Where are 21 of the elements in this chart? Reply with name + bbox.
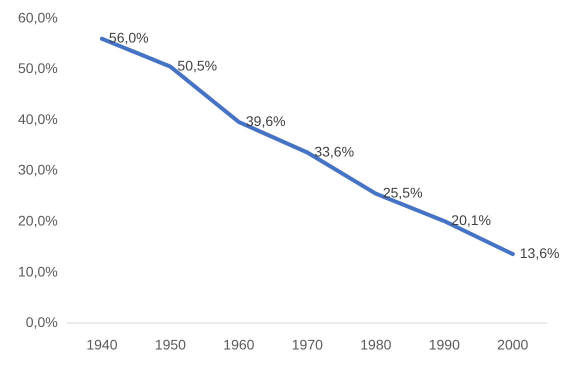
x-tick-label: 1940 xyxy=(86,336,118,352)
x-tick-label: 2000 xyxy=(497,336,529,352)
y-tick-label: 0,0% xyxy=(26,314,58,330)
y-tick-label: 20,0% xyxy=(18,212,58,228)
data-label: 50,5% xyxy=(177,58,218,74)
data-label: 25,5% xyxy=(382,184,423,201)
y-tick-label: 60,0% xyxy=(18,9,58,26)
x-tick-label: 1960 xyxy=(223,336,255,352)
y-tick-label: 40,0% xyxy=(18,110,58,127)
x-tick-label: 1970 xyxy=(292,336,324,352)
y-tick-label: 10,0% xyxy=(18,263,58,280)
x-tick-label: 1950 xyxy=(154,336,186,352)
y-tick-label: 30,0% xyxy=(18,162,58,178)
x-tick-label: 1990 xyxy=(428,336,460,352)
y-tick-label: 50,0% xyxy=(18,60,58,76)
data-label: 20,1% xyxy=(451,212,491,228)
data-label: 13,6% xyxy=(520,244,560,261)
data-label: 56,0% xyxy=(108,30,149,46)
data-label: 39,6% xyxy=(246,112,286,129)
data-label: 33,6% xyxy=(314,143,354,160)
x-tick-label: 1980 xyxy=(360,336,392,352)
